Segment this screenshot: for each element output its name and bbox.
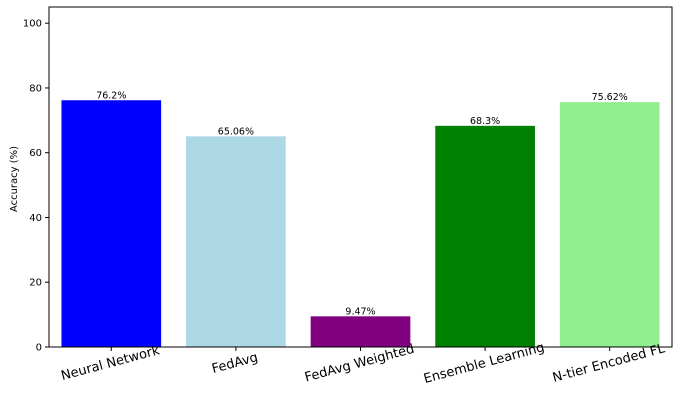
y-tick-label: 80 <box>29 83 42 94</box>
x-tick-label: FedAvg <box>210 350 259 377</box>
y-tick-label: 20 <box>29 278 42 289</box>
bar-value-label: 68.3% <box>470 116 500 127</box>
bar <box>435 125 535 347</box>
bar <box>61 100 162 347</box>
y-tick-label: 0 <box>36 343 42 354</box>
x-tick-label: FedAvg Weighted <box>303 342 416 386</box>
bar-value-label: 75.62% <box>592 92 628 103</box>
y-tick-label: 60 <box>29 148 42 159</box>
bar-value-label: 9.47% <box>345 306 375 317</box>
bar <box>559 102 660 347</box>
bar-value-label: 76.2% <box>96 90 126 101</box>
bar <box>186 136 286 347</box>
y-tick-label: 100 <box>23 19 42 30</box>
x-tick-label: Neural Network <box>60 343 162 384</box>
plot-area: 0 20 40 60 80 100 76.2% Neural Network 65.06% Fed… <box>23 6 673 387</box>
x-tick-label: N-tier Encoded FL <box>551 341 667 386</box>
plot-frame <box>48 6 673 348</box>
y-tick-label: 40 <box>29 213 42 224</box>
bar-value-label: 65.06% <box>218 126 254 137</box>
y-axis-label: Accuracy (%) <box>9 146 20 212</box>
bar <box>310 316 411 347</box>
